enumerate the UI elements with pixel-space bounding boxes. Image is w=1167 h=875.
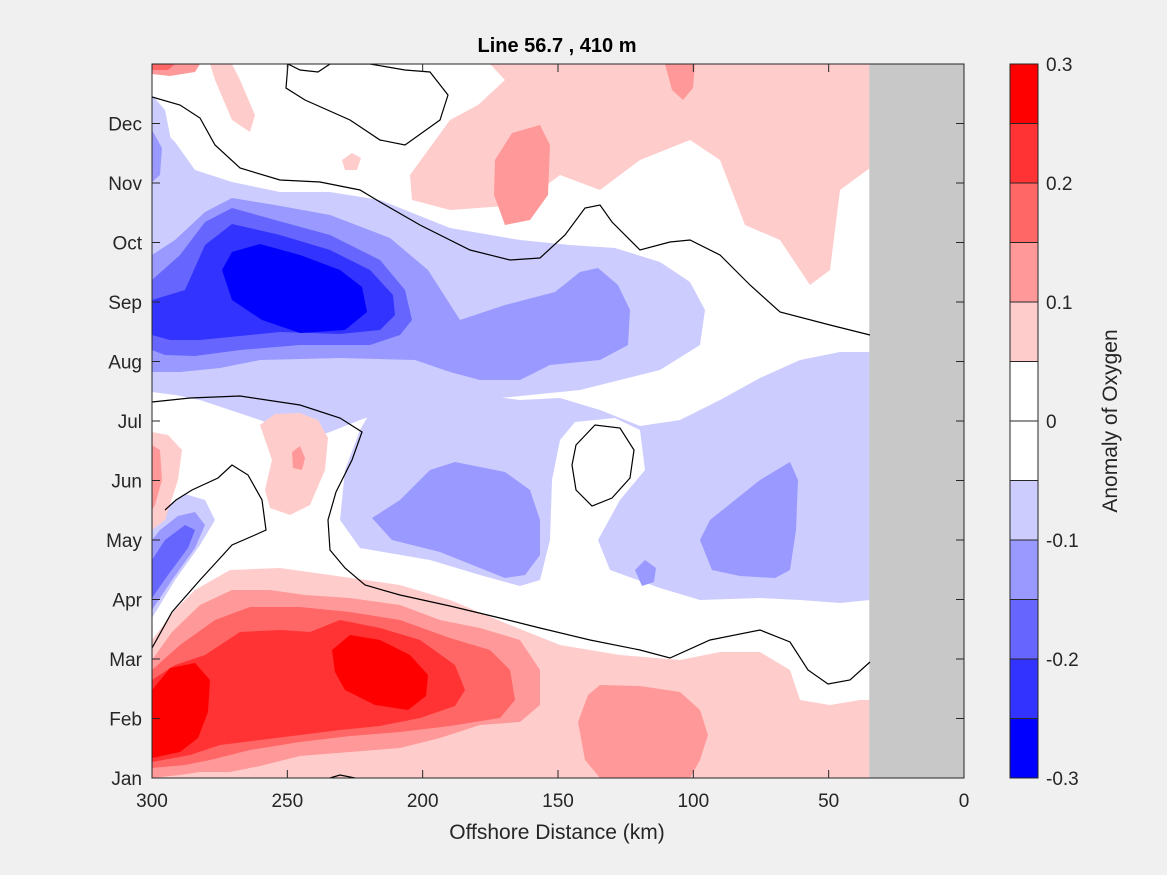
zero-contour-line [152, 395, 871, 685]
colorbar-bin [1010, 659, 1038, 719]
contour-fill-n2 [700, 462, 798, 578]
colorbar-bin [1010, 480, 1038, 541]
contour-fill-p2 [494, 125, 550, 225]
colorbar-tick-label: 0 [1046, 412, 1057, 433]
colorbar-bin [1010, 718, 1038, 779]
contour-fill-p5 [152, 663, 210, 758]
contour-fill-n2 [372, 462, 540, 578]
zero-contour-line [152, 464, 267, 649]
colorbar-tick-label: -0.1 [1046, 531, 1079, 552]
colorbar-bin [1010, 242, 1038, 303]
x-tick-label: 0 [959, 791, 970, 812]
x-tick-label: 100 [677, 791, 709, 812]
contour-fill-n3 [152, 525, 195, 598]
contour-fill-p5 [332, 635, 428, 710]
colorbar-tick-label: -0.2 [1046, 650, 1079, 671]
colorbar-frame [1009, 63, 1039, 779]
y-tick-label: Nov [108, 174, 142, 195]
zero-contour-line [329, 774, 356, 778]
zero-contour-line [152, 96, 871, 336]
contour-fill-p2 [152, 445, 162, 510]
contour-fill-p1 [152, 64, 255, 132]
y-tick-label: Dec [108, 115, 142, 136]
contour-fill-p2 [578, 685, 708, 778]
contour-fill-n2 [635, 560, 656, 586]
contour-fill-n5 [222, 244, 367, 333]
contour-fill-p1 [300, 64, 870, 285]
x-tick-label: 50 [818, 791, 839, 812]
no-data-region [869, 64, 964, 778]
y-tick-label: Oct [112, 234, 142, 255]
x-axis: 300 250 200 150 100 50 0 [136, 64, 969, 812]
y-tick-label: Aug [108, 353, 142, 374]
zero-contour-lines [152, 64, 871, 778]
y-tick-label: Apr [112, 591, 142, 612]
contour-fills [152, 64, 870, 778]
x-tick-label: 300 [136, 791, 168, 812]
zero-contour-line [285, 64, 449, 146]
colorbar-tick-label: -0.3 [1046, 769, 1079, 790]
y-tick-label: Sep [108, 293, 142, 314]
colorbar-label: Anomaly of Oxygen [1099, 329, 1122, 512]
colorbar-tick-label: 0.2 [1046, 174, 1072, 195]
y-tick-label: Jul [118, 412, 142, 433]
plot-area [152, 64, 964, 778]
chart-title: Line 56.7 , 410 m [478, 35, 637, 57]
y-tick-label: Jun [111, 472, 142, 493]
y-tick-label: Mar [109, 650, 142, 671]
contour-fill-p2 [665, 64, 695, 100]
x-tick-label: 250 [271, 791, 303, 812]
colorbar-tick-label: 0.1 [1046, 293, 1072, 314]
contour-fill-n2 [152, 130, 162, 182]
colorbar-bin [1010, 123, 1038, 184]
colorbar-bin [1010, 599, 1038, 660]
y-tick-label: May [106, 531, 142, 552]
colorbar-bin [1010, 183, 1038, 243]
y-axis: Jan Feb Mar Apr May Jun Jul Aug Sep Oct Nov Dec [106, 115, 964, 790]
contour-fill-p3 [152, 64, 175, 70]
y-tick-label: Feb [109, 710, 142, 731]
colorbar-bin [1010, 361, 1038, 422]
colorbar-bin [1010, 421, 1038, 481]
colorbar-bin [1010, 64, 1038, 124]
x-tick-label: 150 [542, 791, 574, 812]
colorbar-bin [1010, 302, 1038, 362]
x-axis-label: Offshore Distance (km) [449, 821, 665, 844]
x-tick-label: 200 [407, 791, 439, 812]
colorbar: 0.3 0.2 0.1 0 -0.1 -0.2 -0.3 [1009, 55, 1079, 790]
y-tick-label: Jan [111, 769, 142, 790]
contour-fill-p1 [342, 153, 361, 170]
colorbar-bin [1010, 540, 1038, 600]
contour-fill-p2 [292, 446, 305, 470]
zero-contour-line [571, 424, 635, 507]
colorbar-tick-label: 0.3 [1046, 55, 1072, 76]
